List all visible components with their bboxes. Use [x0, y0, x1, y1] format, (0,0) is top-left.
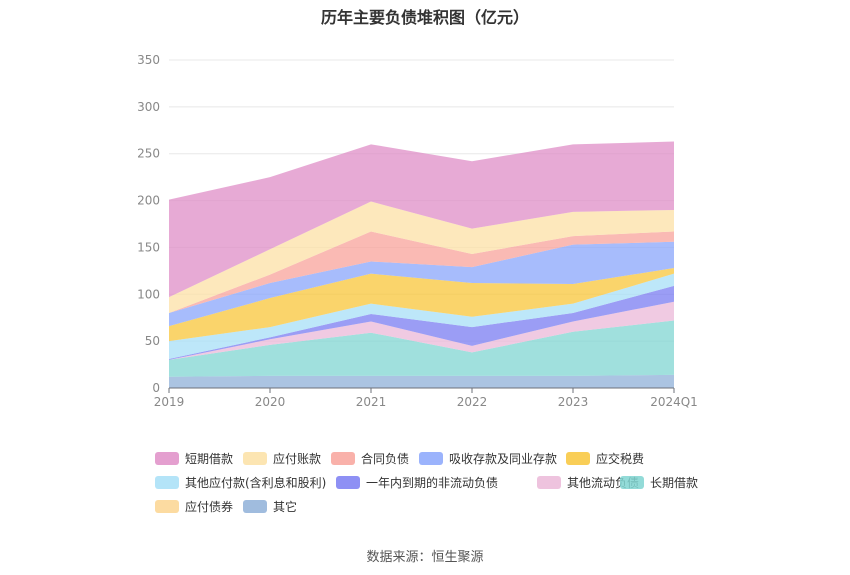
y-tick-label: 250	[137, 147, 160, 161]
legend-item[interactable]: 应付债券	[155, 494, 233, 518]
y-tick-label: 300	[137, 100, 160, 114]
area-其他应付款(含利息和股利)	[169, 273, 674, 359]
x-tick-label: 2019	[154, 395, 185, 409]
legend-item[interactable]: 应交税费	[566, 446, 644, 470]
x-tick-label: 2020	[255, 395, 286, 409]
legend-label: 一年内到期的非流动负债	[366, 475, 499, 490]
legend-swatch	[155, 499, 179, 513]
legend-item[interactable]: 应付账款	[243, 446, 321, 470]
legend-swatch	[419, 451, 443, 465]
y-tick-label: 100	[137, 287, 160, 301]
legend-swatch	[155, 451, 179, 465]
data-source: 数据来源：恒生聚源	[366, 550, 484, 565]
area-吸收存款及同业存款	[169, 241, 674, 327]
legend-item[interactable]: 吸收存款及同业存款	[419, 446, 557, 470]
legend-label: 其它	[273, 499, 298, 514]
y-tick-label: 200	[137, 194, 160, 208]
legend-swatch	[331, 451, 355, 465]
legend-label: 吸收存款及同业存款	[449, 451, 558, 466]
y-tick-label: 50	[145, 334, 160, 348]
legend-swatch	[537, 475, 561, 489]
x-tick-label: 2024Q1	[650, 395, 698, 409]
area-其他流动负债	[169, 301, 674, 360]
legend-label: 其他应付款(含利息和股利)	[185, 475, 327, 490]
legend-label: 长期借款	[650, 475, 699, 490]
legend-item[interactable]: 长期借款	[620, 470, 698, 494]
legend-label: 应付账款	[273, 451, 322, 466]
area-应交税费	[169, 268, 674, 342]
legend-item[interactable]: 短期借款	[155, 446, 233, 470]
legend-item[interactable]: 其他应付款(含利息和股利)	[155, 470, 326, 494]
area-一年内到期的非流动负债	[169, 285, 674, 360]
legend-label: 合同负债	[361, 451, 410, 466]
y-tick-label: 150	[137, 240, 160, 254]
area-长期借款	[169, 320, 674, 377]
legend-swatch	[243, 451, 267, 465]
y-tick-label: 0	[152, 381, 160, 395]
area-短期借款	[169, 141, 674, 298]
legend-swatch	[155, 475, 179, 489]
stacked-area-chart: 0 50 100 150 200 250 300 350 2019 2020 2021 2022 202…	[137, 53, 698, 409]
legend-item[interactable]: 一年内到期的非流动负债	[336, 470, 498, 494]
area-series	[169, 141, 674, 388]
x-tick-label: 2023	[558, 395, 589, 409]
x-tick-label: 2021	[356, 395, 387, 409]
legend-swatch	[566, 451, 590, 465]
legend-label: 应交税费	[596, 451, 645, 466]
legend-label: 应付债券	[185, 499, 234, 514]
legend-label: 短期借款	[185, 451, 234, 466]
legend-item[interactable]: 合同负债	[331, 446, 409, 470]
x-tick-label: 2022	[457, 395, 488, 409]
legend-swatch	[336, 475, 360, 489]
legend-item[interactable]: 其它	[243, 494, 297, 518]
axes: 0 50 100 150 200 250 300 350 2019 2020 2021 2022 202…	[137, 53, 698, 409]
chart-title: 历年主要负债堆积图（亿元）	[320, 8, 529, 27]
legend-swatch	[243, 499, 267, 513]
area-应付账款	[169, 201, 674, 314]
area-其它	[169, 374, 674, 388]
legend-swatch	[620, 475, 644, 489]
y-tick-label: 350	[137, 53, 160, 67]
area-合同负债	[169, 231, 674, 314]
